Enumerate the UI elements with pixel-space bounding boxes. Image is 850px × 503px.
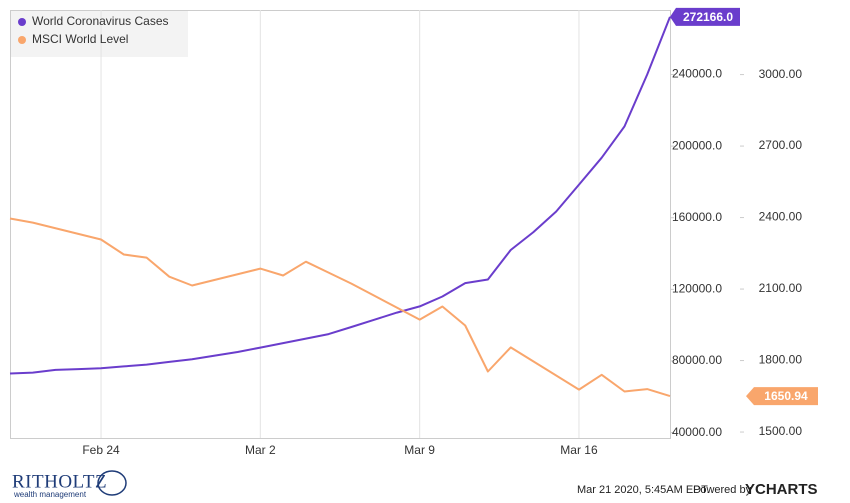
y-tick-label: 160000.0 (672, 210, 722, 224)
powered-by: Powered by (693, 484, 752, 496)
y-tick-label: 40000.00 (672, 425, 722, 439)
y2-tick-label: 1500.00 (759, 424, 803, 438)
x-tick-label: Mar 16 (560, 443, 598, 457)
legend-marker (18, 36, 26, 44)
legend-box (11, 11, 188, 57)
y-tick-label: 200000.0 (672, 138, 722, 152)
y-tick-label: 120000.0 (672, 282, 722, 296)
plot-frame (10, 10, 671, 439)
logo-mark (97, 470, 127, 496)
y2-tick-label: 2700.00 (759, 138, 803, 152)
logo-subtitle: wealth management (13, 490, 87, 499)
series-line (9, 217, 671, 398)
x-tick-label: Mar 9 (404, 443, 435, 457)
value-label: 1650.94 (764, 389, 808, 403)
legend-label: MSCI World Level (32, 32, 128, 46)
timestamp: Mar 21 2020, 5:45AM EDT. (577, 484, 710, 496)
y2-tick-label: 1800.00 (759, 353, 803, 367)
y2-tick-label: 2400.00 (759, 210, 803, 224)
x-tick-label: Mar 2 (245, 443, 276, 457)
brand: YCHARTS (745, 481, 818, 498)
y2-tick-label: 3000.00 (759, 67, 803, 81)
legend-marker (18, 18, 26, 26)
y-tick-label: 80000.00 (672, 353, 722, 367)
series-line (9, 16, 671, 375)
logo: RITHOLTZ (12, 471, 107, 492)
value-label: 272166.0 (683, 10, 733, 24)
y-tick-label: 240000.0 (672, 67, 722, 81)
x-tick-label: Feb 24 (82, 443, 120, 457)
value-badge (670, 7, 740, 26)
value-badge (746, 387, 818, 406)
y2-tick-label: 2100.00 (759, 281, 803, 295)
legend-label: World Coronavirus Cases (32, 14, 169, 28)
